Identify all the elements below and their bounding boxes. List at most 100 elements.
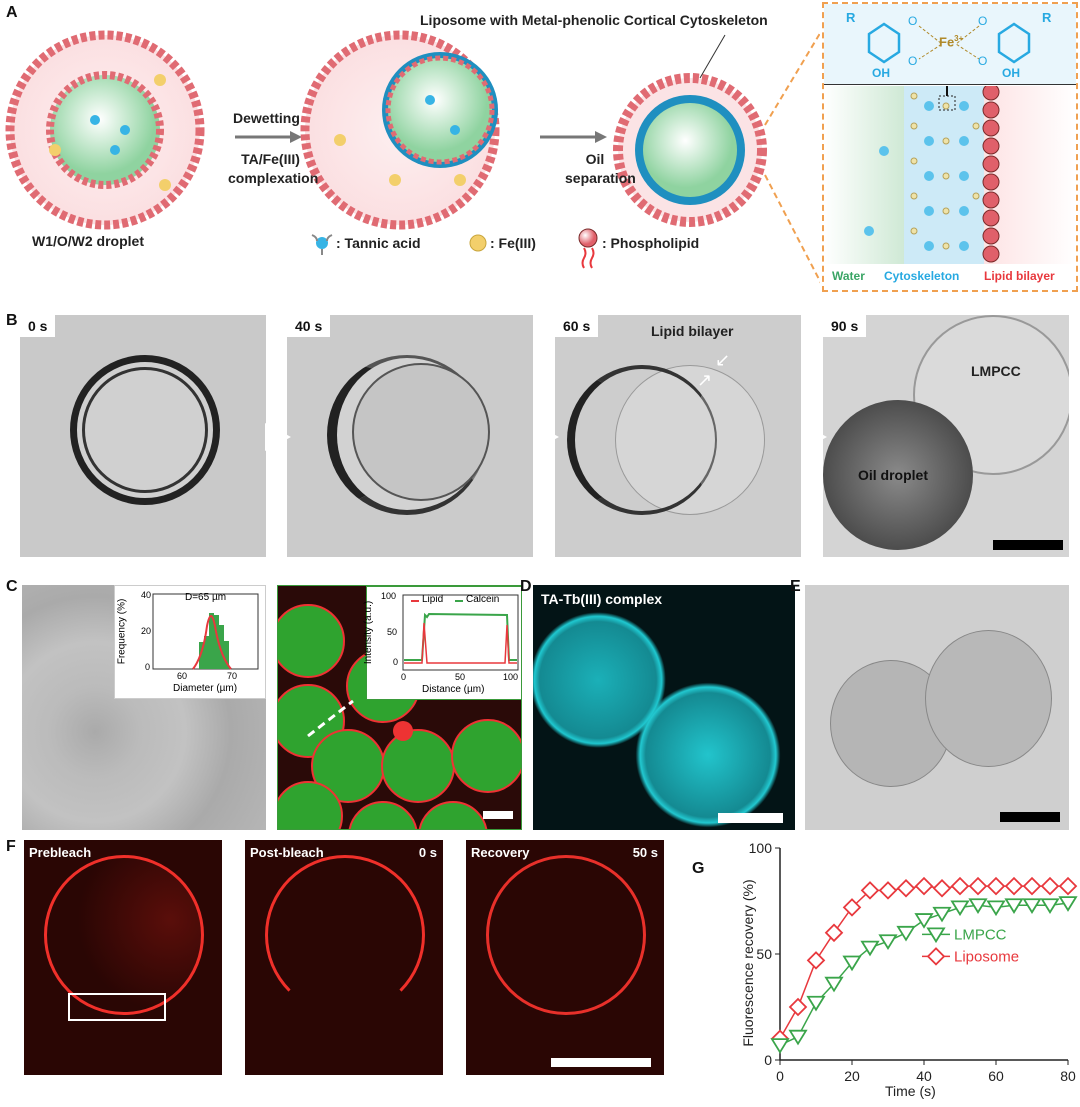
data-point-liposome <box>968 876 988 896</box>
tick-label: 40 <box>141 590 152 600</box>
phospholipid-icon <box>578 228 598 269</box>
step-complexation-label: TA/Fe(III) complexation <box>228 151 319 186</box>
step-dewetting-label: Dewetting <box>233 110 300 126</box>
legend-label-liposome: Liposome <box>954 948 1019 965</box>
scale-bar <box>483 811 513 819</box>
tb-complex-label: TA-Tb(III) complex <box>541 591 663 607</box>
time-label: 40 s <box>287 315 331 337</box>
interface-illustration <box>864 86 1000 263</box>
scale-bar <box>718 813 783 823</box>
r-group-right: R <box>1042 10 1052 25</box>
panel-label-e: E <box>790 578 801 595</box>
data-point-lmpcc <box>932 906 952 923</box>
data-point-lmpcc <box>1022 898 1042 914</box>
data-point-lmpcc <box>1040 898 1060 914</box>
x-axis-label: Distance (µm) <box>422 684 485 695</box>
data-point-liposome <box>1004 876 1024 896</box>
bleach-region <box>68 993 166 1021</box>
data-point-liposome <box>896 879 916 898</box>
y-tick-label: 0 <box>764 1052 772 1068</box>
hydroxyl-right: OH <box>1002 66 1020 80</box>
frap-postbleach-image: Post-bleach 0 s <box>245 840 443 1075</box>
tick-label: 20 <box>141 626 152 636</box>
y-axis-label: Frequency (%) <box>116 598 128 665</box>
scale-bar <box>1000 812 1060 822</box>
arrow-icon <box>265 423 291 451</box>
lmpcc-label: LMPCC <box>971 363 1021 379</box>
arrow-icon <box>801 423 827 451</box>
data-point-liposome <box>950 876 970 896</box>
x-tick-label: 0 <box>776 1068 784 1084</box>
oxygen-label: O <box>978 14 988 28</box>
panel-label-b: B <box>6 312 18 329</box>
stage-label: Post-bleach <box>250 845 324 860</box>
data-point-lmpcc <box>878 934 898 950</box>
data-point-lmpcc <box>1004 898 1024 914</box>
oxygen-label: O <box>978 54 988 68</box>
x-tick-label: 20 <box>844 1068 860 1084</box>
data-point-liposome <box>1022 876 1042 896</box>
micrograph-0s: 0 s <box>20 315 266 557</box>
legend-marker-liposome <box>926 947 946 966</box>
tannic-acid-icon <box>311 234 333 255</box>
x-axis-label: Time (s) <box>885 1083 936 1099</box>
water-zone <box>824 86 904 264</box>
micrograph-40s: 40 s <box>287 315 533 557</box>
data-point-liposome <box>914 876 934 896</box>
y-axis-label: Fluorescence recovery (%) <box>740 879 756 1047</box>
hydroxyl-left: OH <box>872 66 890 80</box>
data-point-lmpcc <box>788 1029 808 1046</box>
oxygen-label: O <box>908 14 918 28</box>
legend-marker-lmpcc <box>926 927 946 944</box>
micrograph-90s: 90 s LMPCC Oil droplet <box>823 315 1069 557</box>
scale-bar <box>993 540 1063 550</box>
tick-label: 0 <box>393 657 399 667</box>
data-point-lmpcc <box>860 940 880 957</box>
frap-prebleach-image: Prebleach <box>24 840 222 1075</box>
zone-label-cytoskeleton: Cytoskeleton <box>884 269 960 283</box>
legend-label-lmpcc: LMPCC <box>954 926 1007 943</box>
brightfield-liposomes-image: D=65 µm 40 20 0 60 70 Diameter (µm) Freq… <box>22 585 266 830</box>
data-point-liposome <box>842 898 862 917</box>
tb-fluorescence-image: TA-Tb(III) complex <box>533 585 795 830</box>
data-point-liposome <box>932 879 952 898</box>
y-axis-label: Intensity (a.u.) <box>363 600 375 665</box>
time-label: 0 s <box>418 845 437 860</box>
panel-label-f: F <box>6 838 16 855</box>
r-group-left: R <box>846 10 856 25</box>
panel-label-a: A <box>6 4 18 21</box>
stage-label: Prebleach <box>29 845 92 860</box>
micrograph-60s: 60 s Lipid bilayer ↙ ↗ <box>555 315 801 557</box>
step-oil-separation-label: Oil separation <box>565 151 636 186</box>
legend-phospholipid: : Phospholipid <box>602 235 700 251</box>
legend-lipid: Lipid <box>422 594 444 605</box>
data-point-lmpcc <box>896 925 916 942</box>
legend-fe: : Fe(III) <box>490 235 536 251</box>
molecular-inset: R R O O O O Fe3+ OH OH Water Cytoskeleto… <box>822 2 1078 292</box>
y-tick-label: 100 <box>749 840 773 856</box>
tick-label: 0 <box>401 672 407 682</box>
panel-label-c: C <box>6 578 18 595</box>
tick-label: 50 <box>455 672 466 682</box>
data-point-liposome <box>860 881 880 900</box>
frap-recovery-image: Recovery 50 s <box>466 840 664 1075</box>
data-point-liposome <box>986 876 1006 896</box>
iron-label: Fe3+ <box>939 34 964 50</box>
panel-label-g: G <box>692 860 705 877</box>
dried-lmpcc-image <box>805 585 1069 830</box>
x-tick-label: 40 <box>916 1068 932 1084</box>
data-point-lmpcc <box>806 995 826 1012</box>
frap-recovery-chart: 0 20 40 60 80 0 50 100 Liposome LMPCC <box>749 840 1078 1084</box>
arrow-icon <box>533 423 559 451</box>
data-point-lmpcc <box>914 913 934 929</box>
panel-a-title: Liposome with Metal-phenolic Cortical Cy… <box>420 12 768 28</box>
x-tick-label: 80 <box>1060 1068 1076 1084</box>
tick-label: 50 <box>387 627 398 637</box>
legend-tannic-acid: : Tannic acid <box>336 235 421 251</box>
arrow-icon: ↙ <box>715 350 731 370</box>
zone-label-water: Water <box>832 269 865 283</box>
data-point-lmpcc <box>770 1038 790 1054</box>
lipid-bilayer-label: Lipid bilayer <box>651 323 734 339</box>
panel-label-d: D <box>520 578 532 595</box>
data-point-liposome <box>1040 876 1060 896</box>
